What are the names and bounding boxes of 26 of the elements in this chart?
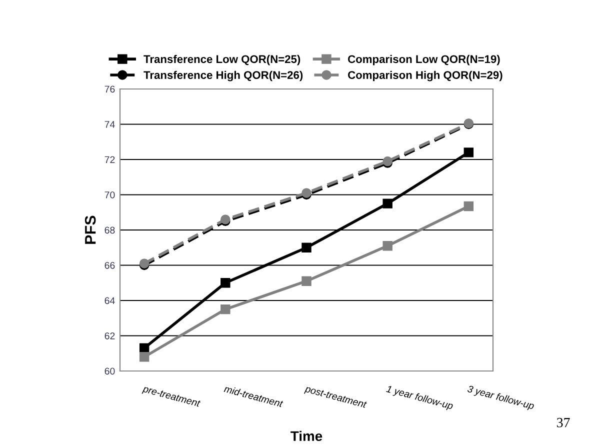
y-tick-label: 64 [104, 297, 115, 304]
point [139, 343, 150, 353]
point [302, 242, 312, 252]
y-tick-label: 70 [104, 191, 115, 198]
legend-label: Transference Low QOR(N=25) [144, 54, 300, 66]
legend-label: Transference High QOR(N=26) [144, 70, 303, 82]
y-tick-label: 72 [104, 156, 115, 164]
legend-label: Comparison High QOR(N=29) [348, 70, 502, 82]
point [382, 241, 392, 251]
text: 37 [557, 418, 570, 428]
point [220, 304, 230, 314]
point [464, 148, 474, 158]
y-tick-label: 60 [104, 368, 115, 375]
point [220, 278, 230, 288]
point [382, 198, 392, 208]
y-tick-label: 68 [104, 226, 115, 234]
y-tick-label: 76 [104, 86, 115, 93]
x-axis-title: Time [290, 430, 322, 442]
point [464, 201, 474, 212]
y-tick-label: 62 [104, 332, 115, 340]
legend-label: Comparison Low QOR(N=19) [348, 54, 500, 66]
y-axis-title: PFS [84, 216, 96, 244]
point [139, 352, 150, 362]
y-tick-label: 74 [104, 121, 115, 128]
point [302, 276, 312, 286]
y-tick-label: 66 [104, 262, 115, 269]
